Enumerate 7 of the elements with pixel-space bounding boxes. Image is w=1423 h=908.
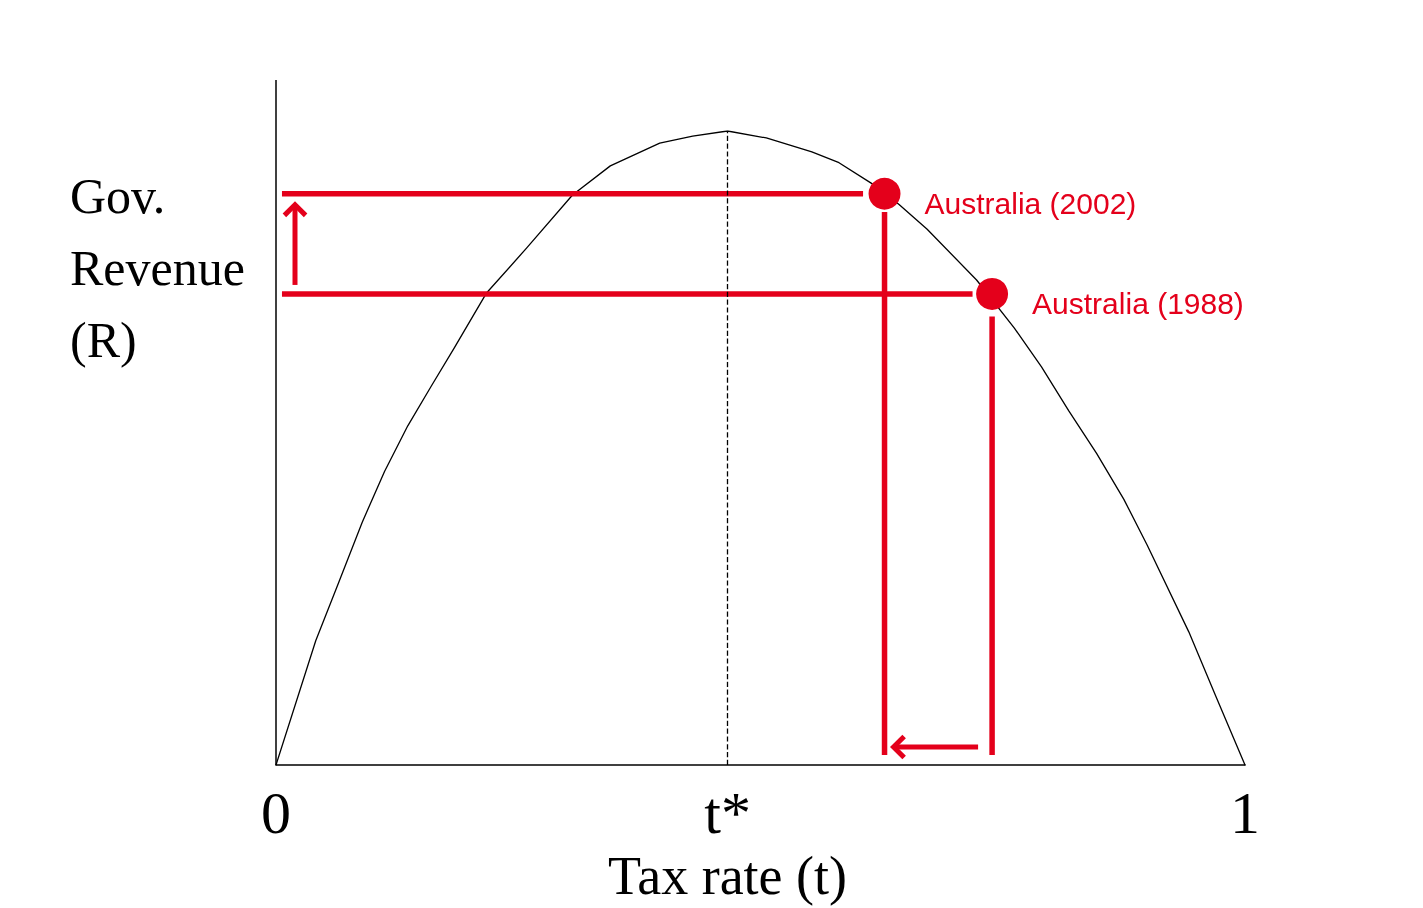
x-tick-label: t*	[704, 780, 751, 846]
x-tick-label: 1	[1230, 780, 1260, 846]
x-tick-label: 0	[261, 780, 291, 846]
annotation: Australia (1988)	[1032, 287, 1244, 321]
x-axis-title: Tax rate (t)	[607, 846, 848, 906]
y-axis-title: Gov. Revenue (R)	[70, 168, 245, 368]
annotation: Australia (2002)	[924, 187, 1137, 221]
